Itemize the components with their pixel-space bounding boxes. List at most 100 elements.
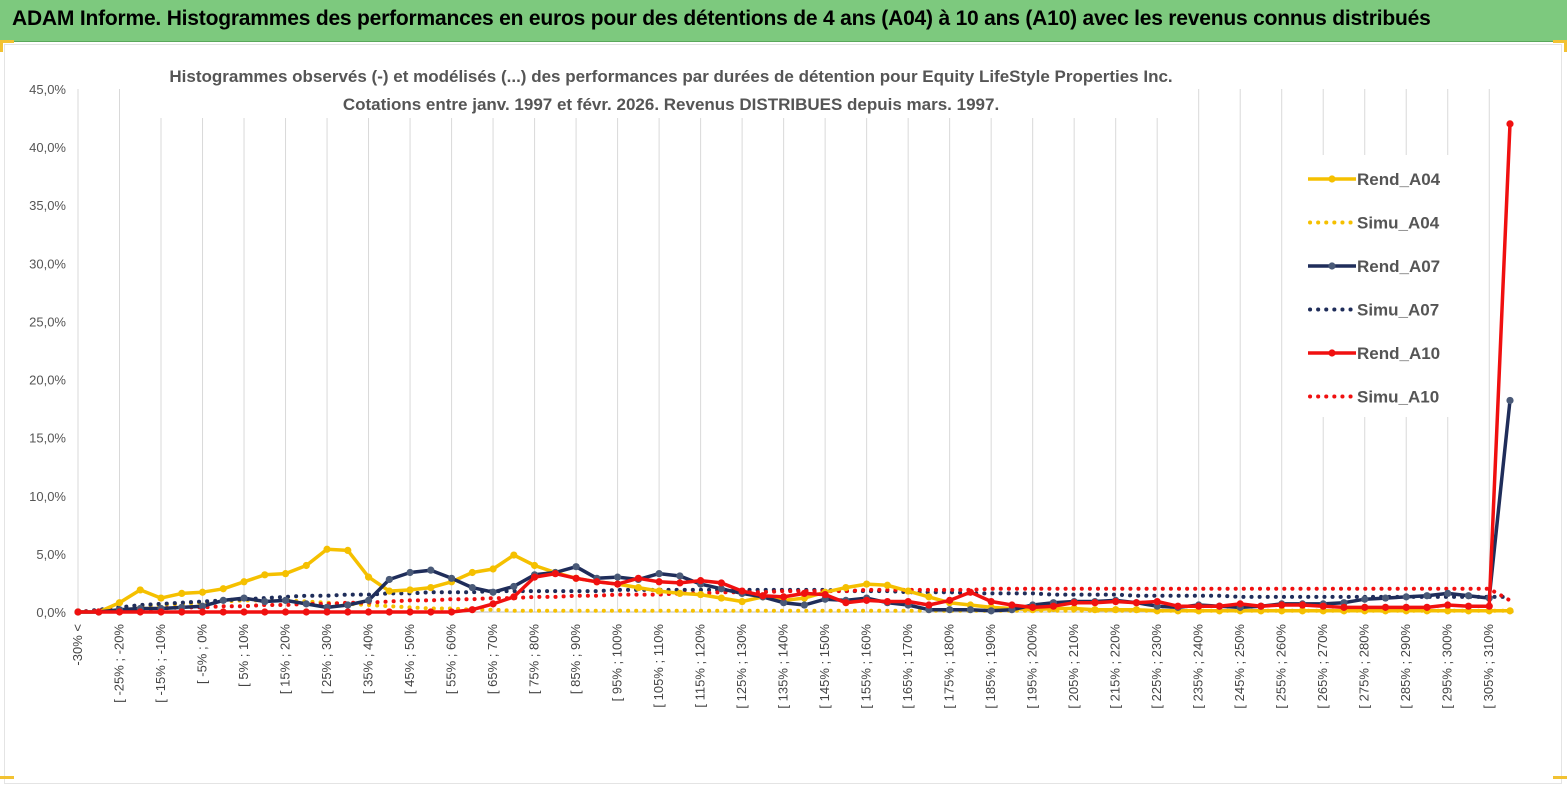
data-point	[1402, 603, 1410, 611]
data-point	[738, 587, 746, 595]
data-point	[510, 551, 518, 559]
data-point	[697, 577, 705, 585]
data-point	[302, 561, 310, 570]
data-point	[427, 583, 435, 592]
x-tick-label: [ 305% ; 310%	[1481, 624, 1496, 709]
data-point	[219, 608, 227, 616]
data-point	[240, 594, 248, 602]
data-point	[281, 608, 290, 616]
data-point	[385, 608, 393, 616]
data-point	[676, 589, 684, 598]
frame-corner-top-right	[1553, 40, 1567, 43]
x-tick-label: [ -5% ; 0%	[195, 624, 210, 684]
legend-marker	[1328, 349, 1336, 357]
x-tick-label: [ 115% ; 120%	[693, 624, 708, 708]
y-tick-label: 25,0%	[29, 314, 66, 329]
data-point	[1174, 602, 1182, 610]
legend-label: Rend_A04	[1357, 170, 1441, 189]
data-point	[1381, 603, 1390, 611]
y-tick-label: 35,0%	[29, 198, 66, 213]
x-tick-label: [ 255% ; 260%	[1274, 624, 1289, 709]
x-tick-label: [ 275% ; 280%	[1357, 624, 1372, 709]
y-tick-label: 45,0%	[29, 82, 66, 97]
data-point	[1298, 607, 1307, 615]
data-point	[219, 596, 227, 604]
frame-side-right	[1564, 40, 1567, 52]
y-tick-label: 0,0%	[36, 605, 66, 620]
legend-item-simu_a10: Simu_A10	[1308, 388, 1439, 407]
y-tick-label: 30,0%	[29, 256, 66, 271]
data-point	[530, 561, 539, 570]
data-point	[1278, 607, 1286, 615]
data-point	[427, 566, 435, 574]
data-point	[572, 563, 580, 571]
data-point	[1444, 589, 1452, 598]
x-tick-label: [ 225% ; 230%	[1149, 624, 1164, 709]
data-point	[966, 588, 975, 596]
data-point	[551, 570, 559, 578]
data-point	[1319, 602, 1327, 610]
data-point	[613, 580, 622, 588]
data-point	[1132, 599, 1141, 607]
data-point	[883, 597, 891, 606]
x-tick-label: [ 285% ; 290%	[1398, 624, 1413, 709]
data-point	[510, 582, 518, 591]
x-tick-label: [ 265% ; 270%	[1315, 624, 1330, 709]
data-point	[447, 574, 456, 582]
data-point	[1361, 603, 1369, 611]
data-point	[1091, 606, 1099, 614]
data-point	[302, 600, 310, 608]
x-tick-label: [ 125% ; 130%	[734, 624, 749, 709]
data-point	[1070, 604, 1078, 613]
x-tick-label: [ 295% ; 300%	[1440, 624, 1455, 709]
data-point	[1402, 593, 1410, 601]
data-point	[1444, 601, 1452, 609]
series-line	[78, 400, 1512, 614]
x-tick-label: [ 25% ; 30%	[319, 624, 334, 695]
data-point	[1485, 602, 1493, 610]
x-tick-label: [ 175% ; 180%	[942, 624, 957, 709]
header-banner: ADAM Informe. Histogrammes des performan…	[0, 0, 1567, 42]
data-point	[904, 597, 912, 606]
chart-frame	[4, 44, 1562, 784]
data-point	[800, 589, 808, 598]
data-point	[468, 583, 476, 592]
data-point	[240, 578, 248, 586]
data-point	[987, 597, 995, 606]
legend-item-simu_a07: Simu_A07	[1308, 301, 1439, 320]
x-tick-label: [ 135% ; 140%	[776, 624, 791, 709]
data-point	[1464, 602, 1473, 610]
data-point	[489, 600, 497, 608]
x-tick-label: [ 155% ; 160%	[859, 624, 874, 709]
data-point	[717, 594, 725, 602]
legend-background	[1292, 155, 1464, 417]
data-point	[489, 588, 497, 596]
data-point	[468, 606, 476, 614]
data-point	[1215, 602, 1224, 610]
data-point	[780, 599, 788, 607]
series-rend_a07	[74, 396, 1514, 616]
data-point	[406, 568, 414, 577]
data-point	[240, 608, 248, 616]
data-point	[1070, 599, 1078, 607]
frame-corner-bottom-left	[0, 776, 14, 779]
legend-label: Rend_A07	[1357, 257, 1440, 276]
x-tick-label: [ 5% ; 10%	[236, 624, 251, 687]
data-point	[1236, 600, 1244, 608]
data-point	[655, 570, 663, 578]
legend: Rend_A04 Simu_A04 Rend_A07 Simu_A07 Rend_A10…	[1292, 155, 1464, 417]
legend-label: Simu_A10	[1357, 388, 1439, 407]
data-point	[1112, 606, 1120, 614]
data-point	[1029, 603, 1037, 611]
series-rend_a10	[74, 120, 1514, 616]
frame-corner-bottom-right	[1553, 776, 1567, 779]
x-tick-label: [ 35% ; 40%	[361, 624, 376, 695]
legend-item-rend_a10: Rend_A10	[1308, 344, 1440, 363]
data-point	[676, 572, 684, 580]
data-point	[634, 583, 642, 592]
x-tick-label: [ 85% ; 90%	[568, 624, 583, 695]
y-tick-label: 40,0%	[29, 140, 66, 155]
data-point	[281, 570, 290, 578]
data-point	[261, 608, 269, 616]
